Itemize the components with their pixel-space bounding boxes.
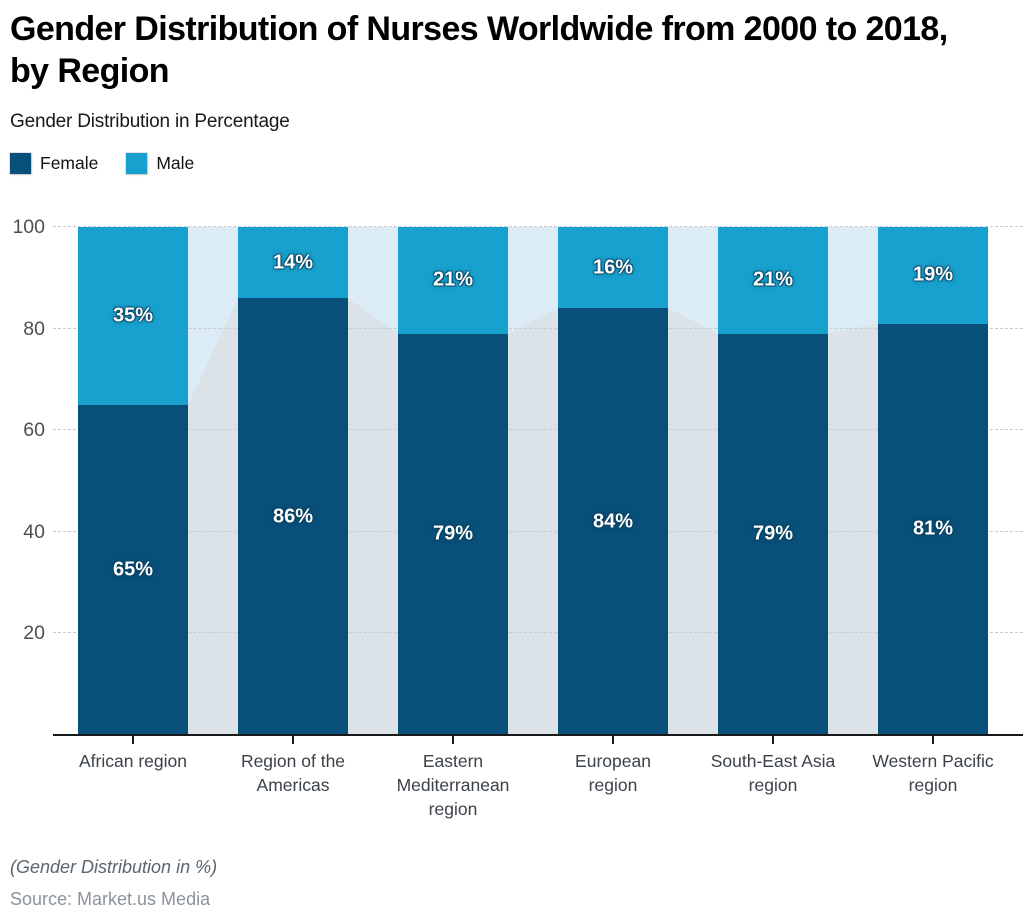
bar-label-male: 21% [752,268,794,291]
gap-area [348,298,398,735]
bar-label-male: 35% [112,304,154,327]
gap-area [508,308,558,735]
bar-segment-male [398,227,508,334]
y-tick-label: 100 [12,216,45,238]
gap-band [828,227,878,735]
bar-segment-male [718,227,828,334]
bar-segment-female [718,333,828,735]
bar-label-female: 84% [592,510,634,533]
bar-segment-male [878,227,988,324]
bar-label-female: 79% [432,522,474,545]
gap-band [348,227,398,735]
bar-label-female: 79% [752,522,794,545]
chart-footnote: (Gender Distribution in %) [10,857,218,877]
bar-segment-male [238,227,348,299]
y-tick-label: 20 [23,622,45,645]
plot-area: 35% 65% 14% 86% 21% 79% 16% 84% 21% 79% 19% 81% [53,226,1023,735]
grid-line [53,429,1023,431]
grid-line [53,226,1023,227]
bar-segment-male [78,227,188,405]
bar-group: 16% 84% [558,227,668,735]
y-tick-label: 40 [23,520,45,543]
bar-label-male: 21% [432,268,474,291]
bar-group: 21% 79% [398,227,508,735]
legend-item-female: Female [10,153,98,174]
y-tick-label: 80 [23,317,45,340]
bar-segment-female [878,323,988,735]
bar-group: 21% 79% [718,227,828,735]
x-axis-label: South-East Asia region [710,751,836,795]
y-tick-label: 60 [23,419,45,442]
chart-source: Source: Market.us Media [10,889,211,909]
grid-line [53,530,1023,532]
bar-group: 19% 81% [878,227,988,735]
x-axis-tick [612,736,614,744]
gap-band [668,227,718,735]
male-color-swatch [126,153,148,174]
x-axis-tick [292,736,294,744]
legend-label-male: Male [156,153,195,173]
legend-item-male: Male [126,153,194,174]
chart-title: Gender Distribution of Nurses Worldwide … [10,10,948,90]
legend-label-female: Female [40,153,99,173]
bar-group: 14% 86% [238,227,348,735]
bar-segment-female [78,404,188,735]
bar-label-male: 16% [592,256,634,279]
female-color-swatch [10,153,31,174]
chart-subtitle: Gender Distribution in Percentage [10,111,290,132]
bar-label-female: 86% [272,505,314,528]
gap-band [188,227,238,735]
gap-band [508,227,558,735]
grid-line [53,632,1023,634]
bar-segment-male [558,227,668,309]
grid-line [53,327,1023,329]
bar-segment-female [238,298,348,735]
x-axis-tick [772,736,774,744]
gap-area [828,323,878,735]
bar-label-male: 14% [272,251,314,274]
x-axis-label: Western Pacific region [872,751,994,795]
x-axis-label: Region of the Americas [240,751,346,795]
bar-label-female: 81% [912,517,954,540]
x-axis-tick [452,736,454,744]
x-axis-label: Eastern Mediterranean region [396,751,510,819]
gap-area [188,298,238,735]
bar-segment-female [558,308,668,735]
x-axis-line [53,734,1023,736]
x-axis-tick [932,736,934,744]
x-axis-tick [132,736,134,744]
legend: Female Male [10,153,194,174]
bar-label-male: 19% [912,263,954,286]
x-axis-label: African region [79,751,187,771]
x-axis-label: European region [575,751,651,795]
bar-group: 35% 65% [78,227,188,735]
bar-label-female: 65% [112,558,154,581]
bar-segment-female [398,333,508,735]
gap-area [668,308,718,735]
